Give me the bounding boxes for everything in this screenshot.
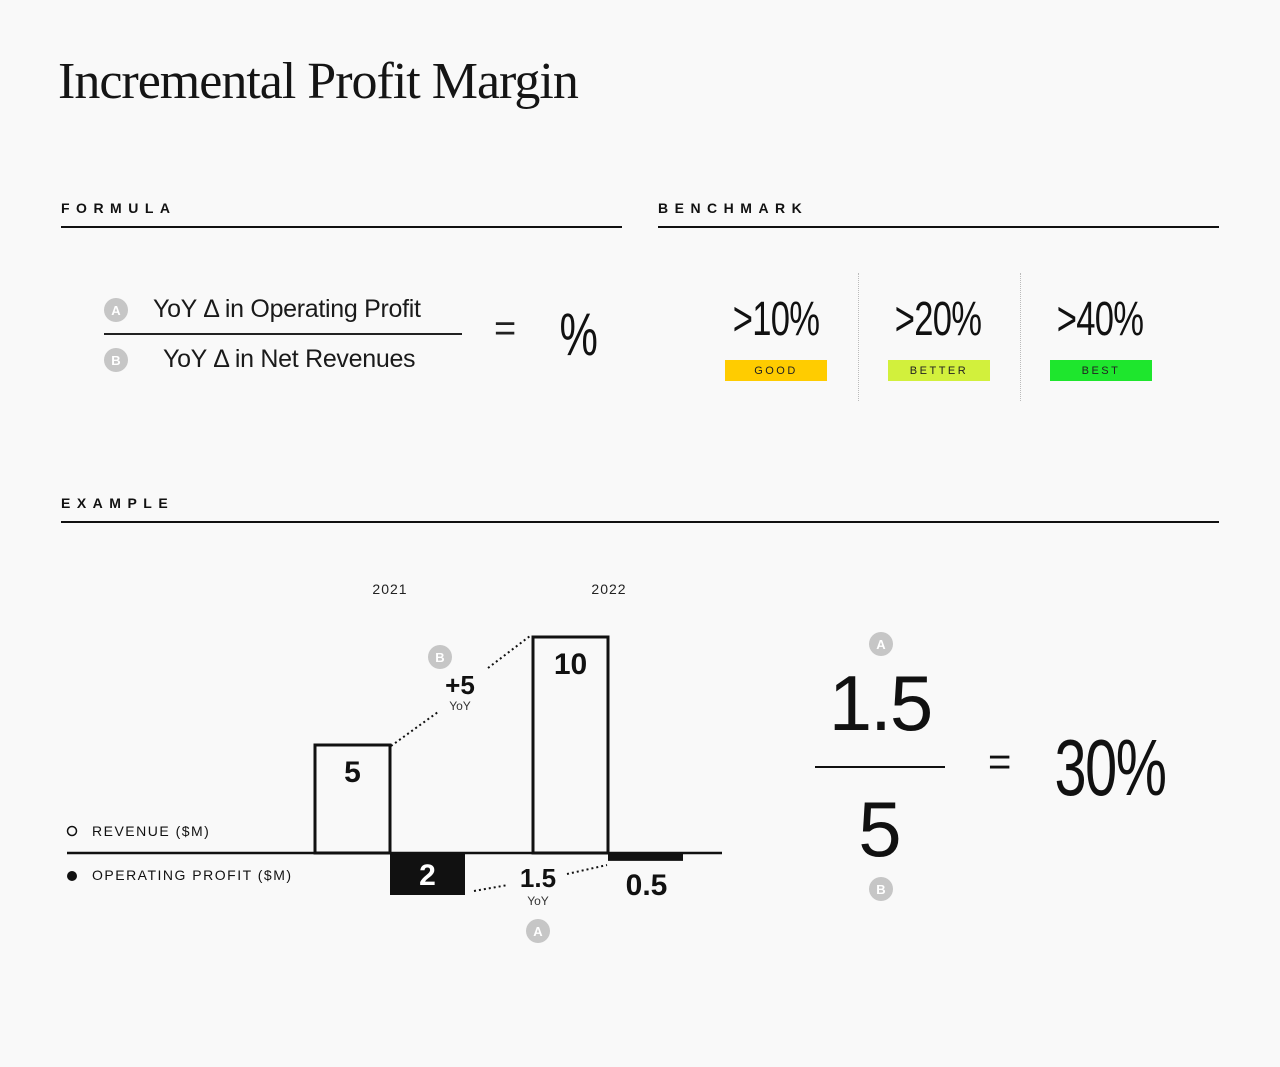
formula-fraction-bar xyxy=(104,333,462,335)
benchmark-better-value: >20% xyxy=(894,293,982,346)
benchmark-best-tag: BEST xyxy=(1050,360,1152,381)
revenue-legend-label: REVENUE ($M) xyxy=(92,823,210,839)
benchmark-rule xyxy=(658,226,1219,228)
benchmark-best-value: >40% xyxy=(1056,293,1144,346)
benchmark-better-tag: BETTER xyxy=(888,360,990,381)
numerator-badge: A xyxy=(104,298,128,322)
revenue-value-label-2022: 10 xyxy=(554,648,587,681)
profit-bar-2021 xyxy=(390,853,465,895)
profit-delta-badge xyxy=(526,919,550,943)
calc-numerator: 1.5 xyxy=(828,659,933,747)
profit-bar-2022 xyxy=(608,853,683,861)
formula-section-label: FORMULA xyxy=(61,200,177,216)
profit-delta-connector xyxy=(473,884,509,892)
calc-fraction-bar xyxy=(815,766,945,768)
profit-delta-badge-letter: A xyxy=(533,924,543,939)
benchmark-good-value: >10% xyxy=(732,293,820,346)
calc-numerator-badge: A xyxy=(869,632,893,656)
example-rule xyxy=(61,521,1219,523)
benchmark-section-label: BENCHMARK xyxy=(658,200,809,216)
benchmark-divider xyxy=(858,273,859,401)
formula-equals: = xyxy=(494,308,517,350)
revenue-delta-note: YoY xyxy=(449,699,471,713)
revenue-value-label-2021: 5 xyxy=(344,756,361,789)
calc-denominator-badge: B xyxy=(869,877,893,901)
calc-result: 30% xyxy=(1054,723,1167,812)
calc-equals: = xyxy=(988,740,1012,784)
example-chart: 2021 2022 5 10 2 0.5 B +5 YoY 1.5 YoY A … xyxy=(66,581,722,943)
profit-legend-label: OPERATING PROFIT ($M) xyxy=(92,867,293,883)
benchmark-good-tag: GOOD xyxy=(725,360,827,381)
calc-denominator: 5 xyxy=(858,785,902,873)
year-label-2022: 2022 xyxy=(591,581,626,597)
revenue-delta-connector xyxy=(487,635,531,669)
profit-value-label-2022: 0.5 xyxy=(626,869,668,902)
profit-legend-marker xyxy=(67,871,77,881)
revenue-legend-marker xyxy=(66,825,78,837)
profit-delta-note: YoY xyxy=(527,894,549,908)
year-label-2021: 2021 xyxy=(372,581,407,597)
formula-denominator: YoY Δ in Net Revenues xyxy=(163,345,416,373)
revenue-delta-connector xyxy=(390,711,439,747)
formula-numerator: YoY Δ in Operating Profit xyxy=(153,295,421,323)
formula-rule xyxy=(61,226,622,228)
profit-value-label-2021: 2 xyxy=(419,859,436,892)
denominator-badge: B xyxy=(104,348,128,372)
profit-delta-connector xyxy=(566,864,608,875)
benchmark-divider xyxy=(1020,273,1021,401)
page-title: Incremental Profit Margin xyxy=(58,53,579,110)
example-section-label: EXAMPLE xyxy=(61,495,175,511)
profit-delta-value: 1.5 xyxy=(520,863,556,893)
formula-result-percent: % xyxy=(559,301,598,368)
revenue-delta-badge-letter: B xyxy=(435,650,444,665)
revenue-delta-value: +5 xyxy=(445,670,475,700)
revenue-delta-badge xyxy=(428,645,452,669)
